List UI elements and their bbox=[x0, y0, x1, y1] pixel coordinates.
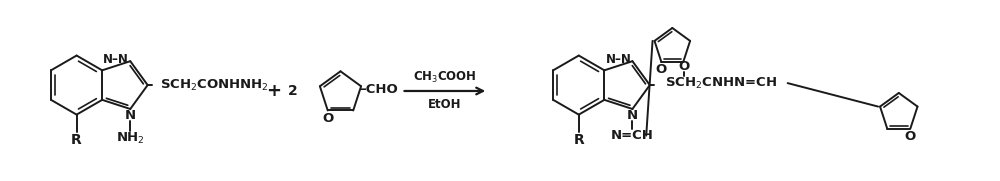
Text: O: O bbox=[905, 130, 916, 143]
Text: R: R bbox=[573, 133, 584, 147]
Text: +: + bbox=[266, 82, 281, 100]
Text: O: O bbox=[679, 60, 690, 73]
Text: N–N: N–N bbox=[103, 53, 129, 66]
Text: N: N bbox=[627, 109, 638, 122]
Text: O: O bbox=[322, 112, 333, 125]
Text: O: O bbox=[656, 63, 667, 76]
Text: EtOH: EtOH bbox=[428, 98, 462, 111]
Text: N–N: N–N bbox=[605, 53, 631, 66]
Text: CH$_3$COOH: CH$_3$COOH bbox=[413, 70, 477, 85]
Text: SCH$_2$CONHNH$_2$: SCH$_2$CONHNH$_2$ bbox=[160, 77, 269, 93]
Text: 2: 2 bbox=[288, 84, 298, 98]
Text: R: R bbox=[71, 133, 82, 147]
Text: SCH$_2$CNHN=CH: SCH$_2$CNHN=CH bbox=[665, 75, 777, 91]
Text: NH$_2$: NH$_2$ bbox=[116, 131, 145, 146]
Text: N: N bbox=[125, 109, 136, 122]
Text: –CHO: –CHO bbox=[359, 83, 398, 96]
Text: N=CH: N=CH bbox=[611, 129, 654, 142]
